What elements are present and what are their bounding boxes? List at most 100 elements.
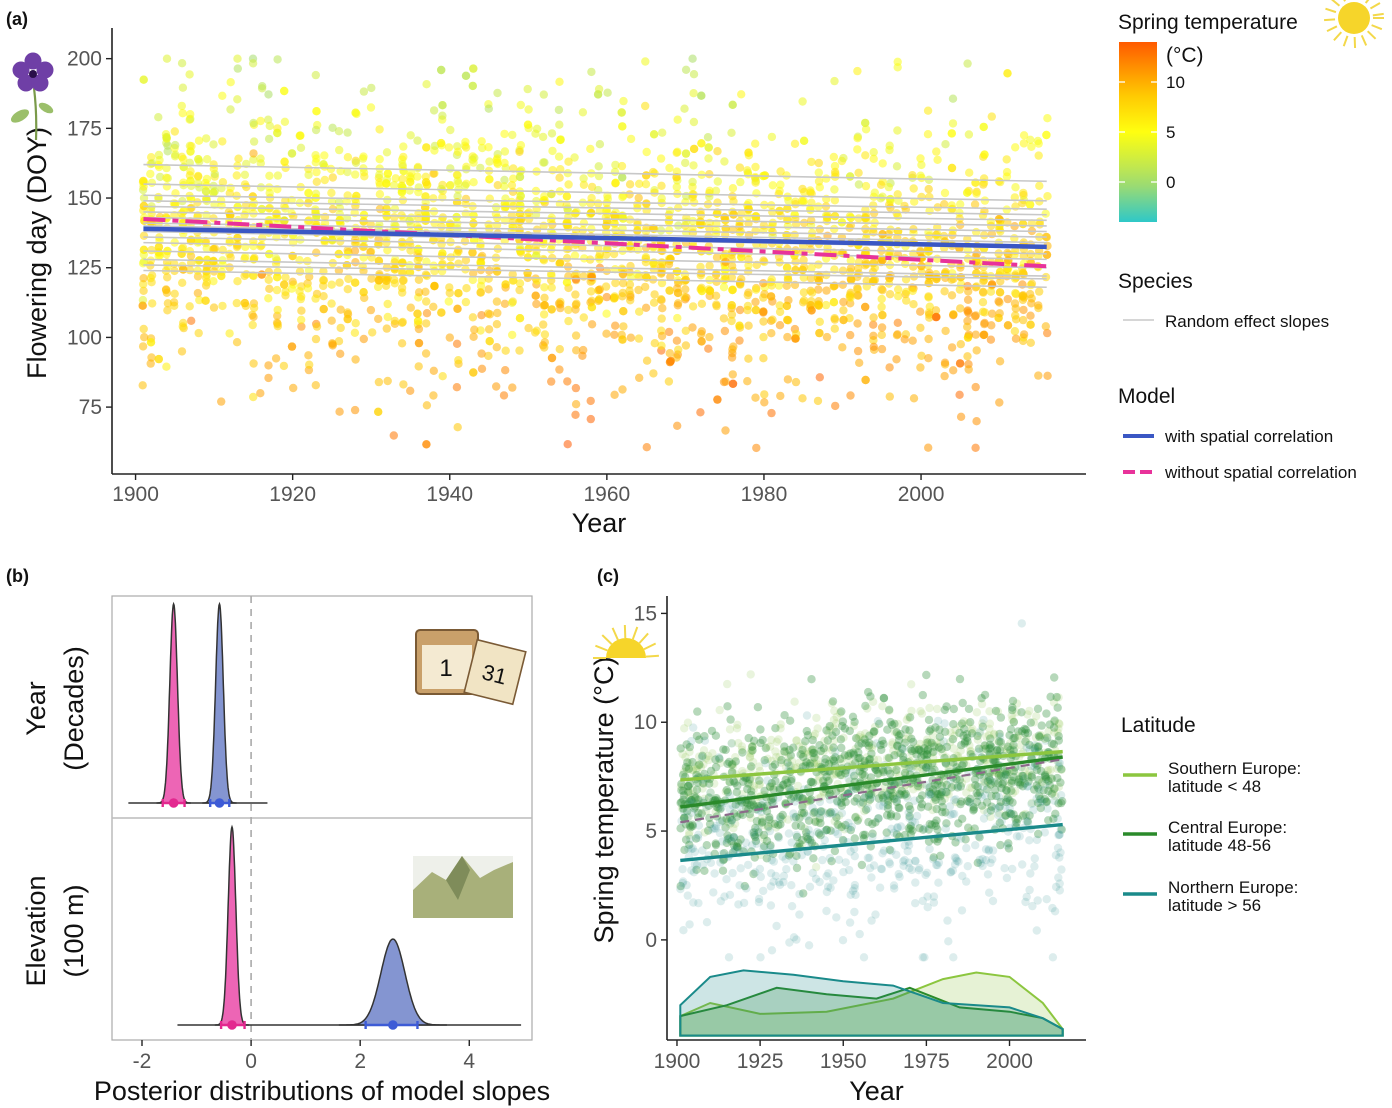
data-point [912,743,921,752]
data-point [1028,743,1038,752]
data-point [767,408,776,418]
data-point [555,173,564,182]
data-point [825,723,834,732]
data-point [850,852,859,861]
data-point [515,346,524,355]
species-legend-label: Random effect slopes [1165,312,1329,331]
data-point [822,872,831,881]
sun-ray [611,627,619,641]
data-point [311,125,321,135]
data-point [828,746,837,755]
data-point [956,412,966,421]
data-point [1055,853,1064,862]
data-point [917,799,927,809]
data-point [976,859,985,868]
data-point [911,878,920,887]
data-point [727,273,736,282]
data-point [995,267,1005,277]
data-point [201,187,211,196]
data-point [701,754,711,763]
data-point [707,726,717,736]
data-point [398,318,407,327]
data-point [217,271,226,281]
data-point [896,730,905,739]
data-point [515,279,525,288]
data-point [708,825,717,834]
data-point [814,276,824,286]
data-point [921,870,930,880]
data-point [770,760,780,769]
data-point [170,127,179,136]
data-point [855,929,864,939]
data-point [140,333,149,342]
data-point [767,132,777,142]
data-point [771,747,780,756]
data-point [869,201,878,210]
x-tick-label-b: 4 [463,1050,475,1073]
data-point [822,174,831,183]
data-point [476,258,485,267]
data-point [618,192,627,202]
data-point [477,364,487,373]
data-point [367,274,376,283]
data-point [854,264,863,273]
data-point [949,744,958,753]
data-point [547,353,557,363]
data-point [468,81,477,91]
data-point [995,809,1004,818]
data-point [1043,766,1052,776]
data-point [366,248,375,257]
data-point [297,315,306,324]
data-point [890,727,899,736]
data-point [398,195,408,205]
data-point [319,292,328,301]
data-point [971,443,980,452]
data-point [382,324,391,333]
data-point [995,769,1004,778]
data-point [1041,322,1051,331]
data-point [1037,721,1046,730]
data-point [185,302,194,311]
colorbar-unit: (°C) [1166,44,1204,67]
data-point [305,272,314,281]
data-point [1051,791,1060,801]
data-point [941,727,950,736]
data-point [917,160,926,170]
data-point [893,823,902,832]
data-point [925,727,934,736]
data-point [751,178,760,187]
data-point [925,738,934,747]
data-point [743,290,752,300]
data-point [414,324,424,334]
data-point [586,144,595,154]
data-point [469,158,478,167]
data-point [790,139,800,148]
data-point [878,702,887,711]
data-point [962,774,971,783]
data-point [994,771,1004,780]
data-point [829,724,838,733]
data-point [861,792,870,802]
data-point [273,128,282,138]
data-point [836,708,845,718]
data-point [916,154,925,163]
data-point [273,322,282,331]
data-point [1008,864,1017,874]
data-point [804,747,813,756]
data-point [905,713,915,722]
data-point [916,323,925,332]
data-point [539,196,548,205]
data-point [909,394,919,403]
data-point [759,317,768,326]
data-point [875,719,884,728]
data-point [501,366,510,375]
data-point [508,383,517,392]
data-point [864,797,873,806]
data-point [941,326,950,336]
data-point [1033,798,1043,808]
data-point [744,354,753,363]
data-point [682,764,691,773]
data-point [802,711,812,720]
data-point [754,762,764,771]
data-point [422,401,432,410]
